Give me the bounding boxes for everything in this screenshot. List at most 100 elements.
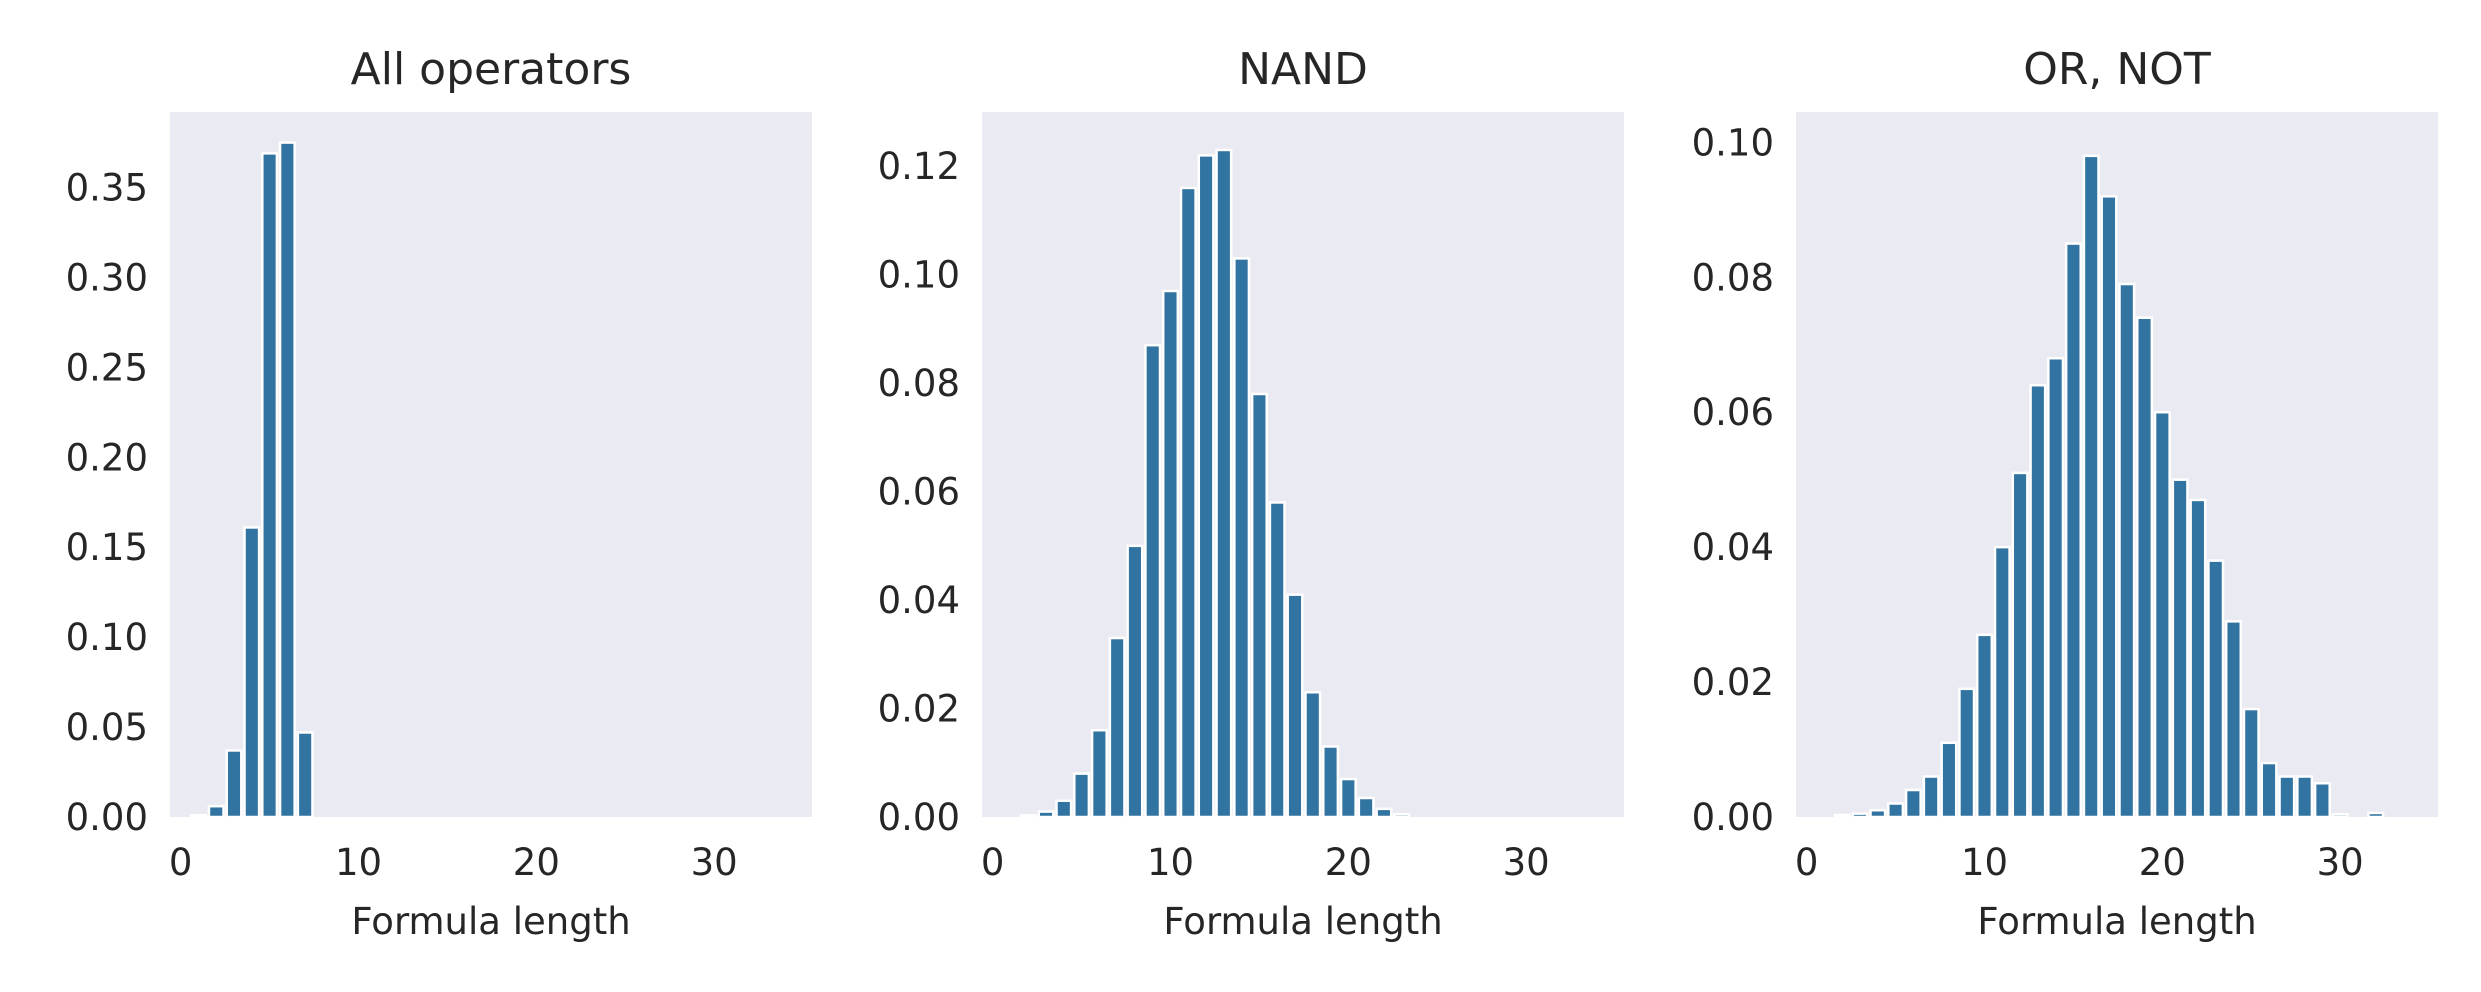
bar: [1922, 775, 1940, 819]
x-tick-label: 10: [335, 841, 382, 884]
chart-panel-1: All operators 0.00 0.05 0.10 0.15 0.20 0.25 0.3…: [66, 44, 812, 943]
x-tick-label: 30: [2317, 841, 2364, 884]
y-tick-label: 0.15: [66, 526, 148, 569]
y-tick-label: 0.12: [878, 145, 960, 188]
bar: [2153, 410, 2171, 819]
y-tick-label: 0.35: [66, 167, 148, 210]
bar: [1375, 807, 1393, 819]
bar: [1233, 257, 1251, 819]
y-tick-label: 0.00: [66, 796, 148, 839]
x-tick-label: 10: [1147, 841, 1194, 884]
y-tick-label: 0.02: [1692, 661, 1774, 704]
y-tick-label: 0.25: [66, 346, 148, 389]
bar: [1286, 593, 1304, 819]
bar: [1851, 812, 1869, 819]
bar: [2260, 761, 2278, 819]
bar: [2313, 782, 2331, 819]
chart-panel-2: NAND 0.00 0.02 0.04 0.06 0.08 0.10 0.12 0 10 20 30 F…: [878, 44, 1624, 943]
bar: [278, 141, 296, 819]
x-tick-label: 10: [1961, 841, 2008, 884]
bar: [2011, 471, 2029, 819]
bar: [207, 804, 225, 819]
bar: [1993, 545, 2011, 819]
y-tick-label: 0.10: [1692, 121, 1774, 164]
bar: [2278, 775, 2296, 819]
bar: [2224, 620, 2243, 819]
bar: [1887, 802, 1905, 819]
bar: [1975, 633, 1994, 819]
bar: [1833, 813, 1851, 819]
bar: [2367, 811, 2385, 819]
y-tick-label: 0.08: [1692, 256, 1774, 299]
bar: [1268, 501, 1286, 819]
x-tick-label: 30: [1503, 841, 1550, 884]
chart-panel-3: OR, NOT 0.00 0.02 0.04 0.06 0.08 0.10 0 10 20 30 Fo…: [1692, 44, 2438, 943]
x-tick-label: 30: [691, 841, 738, 884]
bar: [1090, 728, 1108, 819]
bar: [1161, 289, 1180, 819]
y-tick-label: 0.00: [1692, 796, 1774, 839]
y-tick-label: 0.30: [66, 256, 148, 299]
bar: [2029, 383, 2047, 819]
bar: [1019, 814, 1037, 819]
chart-title: All operators: [351, 44, 632, 95]
bar: [1144, 343, 1162, 819]
bar: [2100, 195, 2118, 819]
bar: [2189, 498, 2207, 819]
x-axis-label: Formula length: [351, 900, 630, 943]
y-tick-label: 0.06: [878, 471, 960, 514]
bar: [2136, 316, 2154, 819]
y-tick-label: 0.06: [1692, 391, 1774, 434]
x-tick-label: 0: [169, 841, 193, 884]
bar: [243, 526, 261, 819]
bar: [1055, 799, 1073, 819]
bar: [1179, 186, 1197, 819]
bar: [2064, 242, 2082, 819]
bar: [1108, 636, 1126, 819]
bar: [1958, 687, 1976, 819]
y-tick-label: 0.02: [878, 688, 960, 731]
y-tick-label: 0.20: [66, 436, 148, 479]
bar: [225, 749, 243, 819]
x-tick-label: 20: [1325, 841, 1372, 884]
bar: [1215, 148, 1233, 819]
x-tick-label: 0: [1795, 841, 1819, 884]
bar: [189, 813, 207, 819]
bar: [2082, 154, 2100, 819]
bar: [2171, 478, 2189, 819]
x-axis-label: Formula length: [1977, 900, 2256, 943]
y-tick-label: 0.04: [1692, 526, 1774, 569]
chart-title: NAND: [1238, 44, 1368, 95]
bar: [2047, 356, 2065, 819]
bar: [1904, 788, 1922, 819]
chart-title: OR, NOT: [2023, 44, 2211, 95]
bar: [1393, 813, 1411, 819]
x-tick-label: 20: [513, 841, 560, 884]
bar: [1322, 745, 1340, 819]
bar: [2207, 559, 2225, 819]
bar: [261, 152, 279, 819]
bar: [1126, 544, 1144, 819]
bar: [1250, 392, 1268, 819]
bar: [1304, 691, 1322, 819]
y-tick-label: 0.08: [878, 362, 960, 405]
bar: [1197, 154, 1215, 819]
bar: [296, 731, 314, 819]
bar: [1037, 810, 1055, 819]
y-tick-label: 0.10: [878, 254, 960, 297]
bar: [1357, 796, 1375, 819]
y-tick-label: 0.10: [66, 616, 148, 659]
x-tick-label: 20: [2139, 841, 2186, 884]
bar: [1940, 741, 1958, 819]
bar: [2242, 707, 2260, 819]
bar: [1869, 809, 1887, 819]
bar: [1073, 772, 1091, 819]
bar: [2118, 282, 2136, 819]
y-tick-label: 0.00: [878, 796, 960, 839]
x-tick-label: 0: [981, 841, 1005, 884]
bar: [2296, 775, 2314, 819]
y-tick-label: 0.04: [878, 579, 960, 622]
y-tick-label: 0.05: [66, 706, 148, 749]
bar: [1339, 777, 1357, 819]
